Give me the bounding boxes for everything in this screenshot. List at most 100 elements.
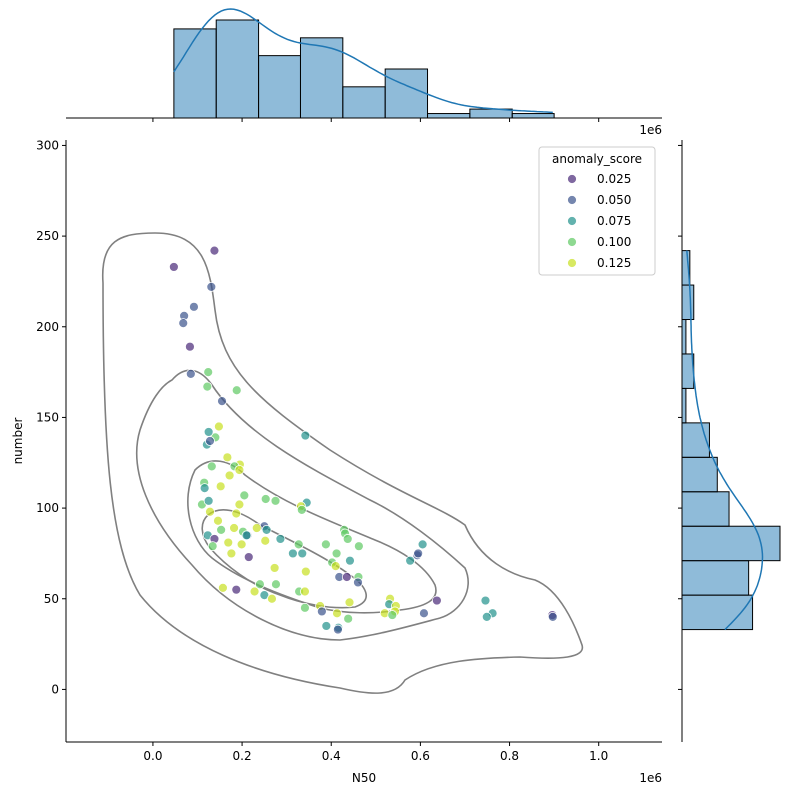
- scatter-point: [214, 421, 224, 432]
- scatter-point: [207, 541, 218, 552]
- x-tick-label: 1.0: [589, 749, 608, 763]
- legend-marker: [567, 216, 577, 226]
- scatter-point: [234, 465, 245, 475]
- scatter-point: [331, 548, 342, 559]
- scatter-point: [296, 505, 307, 515]
- scatter-point: [297, 548, 308, 559]
- scatter-point: [405, 555, 416, 566]
- top-kde-curve: [173, 8, 553, 114]
- x-axis-label: N50: [352, 771, 376, 785]
- scatter-point: [203, 427, 214, 437]
- scatter-point: [293, 539, 304, 550]
- scatter-point: [332, 608, 342, 619]
- legend-title: anomaly_score: [552, 152, 642, 166]
- right-histogram-bars: [681, 250, 781, 631]
- x-tick-label: 0.0: [143, 749, 162, 763]
- scatter-point: [243, 552, 254, 562]
- scatter-point: [300, 586, 310, 597]
- scatter-point: [431, 595, 442, 606]
- x-tick-label: 0.4: [322, 749, 341, 763]
- scatter-point: [260, 535, 271, 546]
- scatter-point: [205, 436, 215, 446]
- scatter-point: [236, 539, 247, 550]
- scatter-point: [223, 537, 234, 548]
- y-axis-ticks: 0 50 100 150 200 250 300: [36, 138, 66, 696]
- scatter-point: [343, 613, 354, 624]
- scatter-point: [267, 593, 277, 604]
- scatter-point: [206, 281, 217, 292]
- right-histogram-bar: [681, 525, 781, 562]
- scatter-point: [300, 602, 310, 613]
- scatter-point: [287, 548, 298, 559]
- top-histogram-bar: [511, 113, 555, 119]
- scatter-point: [480, 595, 491, 606]
- scatter-point: [260, 494, 271, 504]
- legend: anomaly_score 0.025 0.050 0.075 0.100 0.125: [538, 146, 656, 276]
- top-exponent-label: 1e6: [639, 123, 662, 137]
- scatter-point: [300, 430, 311, 441]
- scatter-point: [320, 539, 331, 550]
- y-tick-label: 0: [51, 682, 59, 696]
- scatter-point: [202, 381, 213, 392]
- scatter-point: [229, 523, 239, 533]
- legend-marker: [567, 237, 577, 247]
- scatter-point: [345, 555, 355, 566]
- y-tick-label: 150: [36, 410, 59, 424]
- scatter-point: [333, 624, 343, 635]
- top-histogram-bar: [173, 28, 217, 119]
- x-exponent-label: 1e6: [639, 771, 662, 785]
- scatter-point: [270, 495, 281, 506]
- legend-entry-label: 0.075: [597, 214, 631, 228]
- x-tick-label: 0.8: [500, 749, 519, 763]
- scatter-point: [269, 563, 280, 573]
- scatter-point: [419, 608, 429, 619]
- y-axis-label: number: [11, 418, 25, 465]
- scatter-point: [417, 539, 428, 550]
- scatter-point: [189, 301, 199, 312]
- top-histogram-bars: [173, 19, 555, 119]
- top-histogram-bar: [258, 55, 301, 119]
- top-histogram-bar: [384, 68, 429, 119]
- scatter-point: [300, 566, 311, 577]
- legend-entries: 0.025 0.050 0.075 0.100 0.125: [567, 172, 631, 270]
- scatter-point: [199, 483, 210, 494]
- kde-contour-level-2: [136, 369, 469, 641]
- scatter-points: [168, 245, 558, 635]
- kde-contours: [101, 232, 584, 694]
- scatter-point: [215, 481, 226, 492]
- legend-entry-label: 0.025: [597, 172, 631, 186]
- scatter-point: [344, 597, 355, 608]
- scatter-point: [203, 367, 214, 377]
- scatter-point: [206, 461, 217, 472]
- scatter-point: [239, 490, 250, 501]
- scatter-point: [241, 530, 252, 541]
- scatter-point: [224, 470, 235, 481]
- legend-entry-label: 0.050: [597, 193, 631, 207]
- scatter-point: [231, 385, 242, 396]
- scatter-point: [353, 577, 363, 588]
- right-histogram-bar: [681, 560, 750, 596]
- right-histogram-bar: [681, 491, 730, 527]
- scatter-point: [547, 611, 558, 622]
- scatter-point: [341, 572, 352, 582]
- scatter-point: [261, 524, 272, 535]
- legend-marker: [567, 174, 577, 184]
- scatter-point: [231, 584, 242, 595]
- legend-entry-label: 0.100: [597, 235, 631, 249]
- scatter-point: [271, 579, 281, 590]
- scatter-point: [178, 318, 189, 329]
- scatter-point: [342, 534, 353, 544]
- x-tick-label: 0.6: [411, 749, 430, 763]
- right-histogram-bar: [681, 319, 687, 355]
- scatter-point: [316, 606, 327, 617]
- y-tick-label: 100: [36, 501, 59, 515]
- scatter-point: [218, 582, 228, 593]
- scatter-point: [249, 586, 260, 597]
- scatter-point: [209, 245, 220, 256]
- scatter-point: [168, 262, 179, 272]
- kde-contour-level-3: [187, 460, 437, 614]
- y-tick-label: 250: [36, 229, 59, 243]
- right-histogram-bar: [681, 422, 710, 458]
- scatter-point: [387, 610, 398, 620]
- scatter-point: [234, 499, 245, 510]
